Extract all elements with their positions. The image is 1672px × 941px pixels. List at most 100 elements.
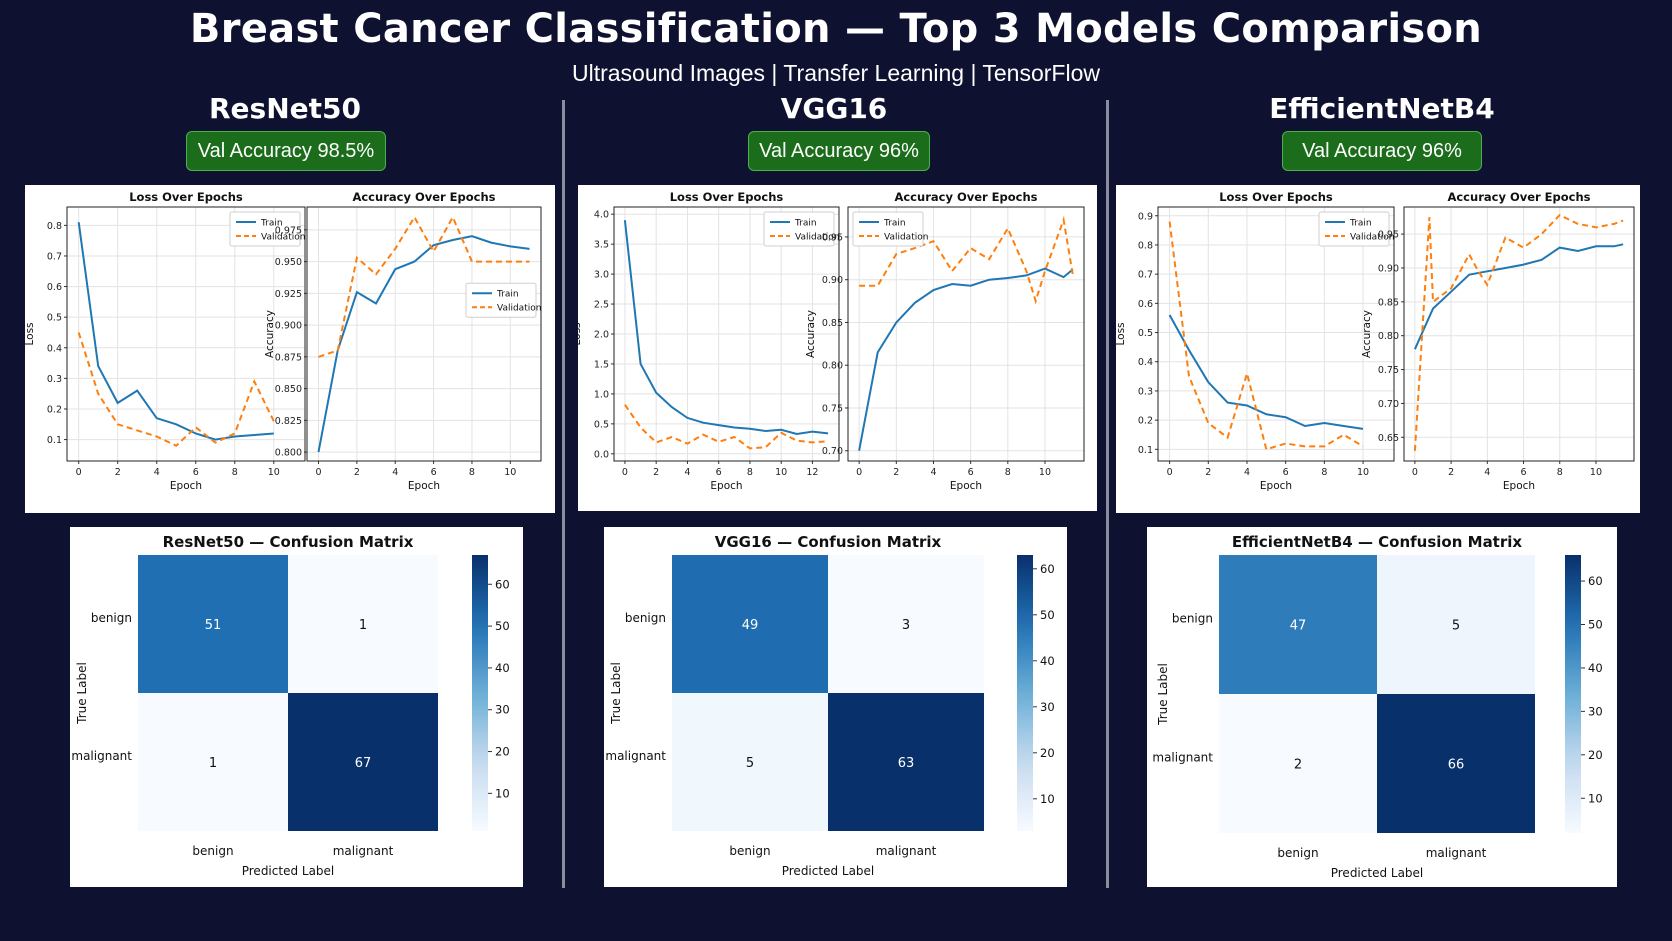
series-line-validation <box>859 215 1074 305</box>
chart-title: Loss Over Epochs <box>1219 190 1333 204</box>
x-tick-label: malignant <box>876 844 937 858</box>
confusion-matrix-efficientnetb4: EfficientNetB4 — Confusion Matrix 47 5 2 66 b… <box>1152 533 1602 880</box>
heatmap-cell-value: 49 <box>742 618 759 633</box>
plot-frame <box>1157 206 1395 462</box>
x-tick-label: 10 <box>775 467 787 478</box>
x-tick-label: 4 <box>930 467 936 478</box>
legend: Train Validation <box>852 211 928 247</box>
y-axis-label: True Label <box>1156 663 1170 726</box>
y-tick-label: 0.5 <box>47 313 62 324</box>
heatmap-cell <box>288 693 438 831</box>
y-tick-label: malignant <box>605 749 666 763</box>
loss-chart-efficientnetb4: Loss Over Epochs 0.1 0.2 0.3 0.4 0.5 0.6 0.7 0.8… <box>1115 190 1635 492</box>
x-tick-label: 0 <box>622 467 628 478</box>
line-chart-accuracy-over-epochs: Accuracy Over Epochs 0.65 0.70 0.75 0.80 0.85… <box>1361 190 1635 492</box>
line-chart-accuracy-over-epochs: Accuracy Over Epochs 0.800 0.825 0.850 0.875… <box>264 190 542 492</box>
x-axis-label: Predicted Label <box>242 864 335 878</box>
x-tick-label: 0 <box>1167 467 1173 478</box>
heatmap-cell-value: 47 <box>1290 619 1307 634</box>
loss-chart-vgg16: Loss Over Epochs 0.0 0.5 1.0 1.5 2.0 2.5 3.0 3.5… <box>571 190 1085 492</box>
legend-box <box>229 211 301 247</box>
x-axis-label: Epoch <box>1503 480 1535 492</box>
heatmap-cell <box>138 693 288 831</box>
x-tick-label: 10 <box>504 467 516 478</box>
x-tick-label: 10 <box>1357 467 1369 478</box>
y-tick-label: 0.5 <box>1138 328 1153 339</box>
x-tick-label: 6 <box>1283 467 1289 478</box>
x-axis-label: Epoch <box>408 480 440 492</box>
y-tick-label: 4.0 <box>594 210 609 221</box>
plot-frame <box>613 206 840 462</box>
y-tick-label: 0.4 <box>1138 357 1153 368</box>
y-tick-label: 0.75 <box>822 403 843 414</box>
x-tick-label: benign <box>729 844 770 858</box>
heatmap-cell-value: 67 <box>355 756 372 771</box>
x-tick-label: 12 <box>806 467 818 478</box>
legend: Train Validation <box>1318 211 1394 247</box>
y-tick-label: 0.6 <box>1138 299 1153 310</box>
x-tick-label: 4 <box>392 467 398 478</box>
y-tick-label: benign <box>1172 612 1213 626</box>
heatmap-cell <box>1219 555 1377 694</box>
y-tick-label: benign <box>625 611 666 625</box>
y-tick-label: 0.5 <box>594 419 609 430</box>
column-divider-right <box>1106 100 1109 888</box>
colorbar-tick-label: 60 <box>1040 562 1055 576</box>
y-tick-label: 0.1 <box>47 435 62 446</box>
y-axis-label: True Label <box>609 662 623 725</box>
loss-chart-resnet50: Loss Over Epochs 0.1 0.2 0.3 0.4 0.5 0.6 0.7 0.8… <box>24 190 542 492</box>
y-tick-label: 0.75 <box>1378 365 1399 376</box>
x-tick-label: 10 <box>1590 467 1602 478</box>
series-line-validation <box>77 332 275 447</box>
heatmap-cell <box>672 693 828 831</box>
y-tick-label: benign <box>91 611 132 625</box>
x-tick-label: 2 <box>115 467 121 478</box>
heatmap-cell-value: 63 <box>898 756 915 771</box>
val-accuracy-badge-resnet50: Val Accuracy 98.5% <box>186 131 386 171</box>
heatmap-cell-value: 5 <box>1452 619 1460 634</box>
x-tick-label: 8 <box>1557 467 1563 478</box>
y-axis-label: Loss <box>25 322 36 345</box>
series-line-validation <box>1168 221 1364 451</box>
colorbar-tick-label: 40 <box>1040 654 1055 668</box>
y-tick-label: 1.0 <box>594 389 609 400</box>
x-tick-label: 8 <box>469 467 475 478</box>
legend-label-train: Train <box>496 290 519 300</box>
y-tick-label: 0.3 <box>47 374 62 385</box>
model-name-resnet50: ResNet50 <box>209 92 361 125</box>
x-axis-label: Epoch <box>710 480 742 492</box>
colorbar-tick-label: 30 <box>1040 700 1055 714</box>
heatmap-title: EfficientNetB4 — Confusion Matrix <box>1232 533 1522 551</box>
chart-title: Loss Over Epochs <box>129 190 243 204</box>
training-curves-panel-resnet50: Loss Over Epochs 0.1 0.2 0.3 0.4 0.5 0.6 0.7 0.8… <box>24 185 555 513</box>
y-tick-label: 0.825 <box>275 416 302 427</box>
legend-label-train: Train <box>1349 219 1372 229</box>
x-tick-label: 2 <box>1205 467 1211 478</box>
heatmap-cell <box>828 555 984 693</box>
heatmap-cell <box>828 693 984 831</box>
legend-label-validation: Validation <box>795 233 839 243</box>
legend-label-train: Train <box>794 219 817 229</box>
x-tick-label: 10 <box>1039 467 1051 478</box>
y-tick-label: 0.70 <box>1378 399 1399 410</box>
heatmap-chart: VGG16 — Confusion Matrix 49 3 5 63 benign beni… <box>605 533 1054 878</box>
series-line-train <box>1413 243 1624 350</box>
val-accuracy-badge-efficientnetb4: Val Accuracy 96% <box>1282 131 1482 171</box>
colorbar-tick-label: 20 <box>495 745 510 759</box>
confusion-matrix-panel-vgg16: VGG16 — Confusion Matrix 49 3 5 63 benign beni… <box>604 527 1067 887</box>
series-line-train <box>77 222 274 441</box>
y-tick-label: 0.1 <box>1138 445 1153 456</box>
colorbar-tick-label: 50 <box>495 619 510 633</box>
y-axis-label: Loss <box>578 322 583 345</box>
line-chart-loss-over-epochs: Loss Over Epochs 0.0 0.5 1.0 1.5 2.0 2.5 3.0 3.5… <box>571 190 840 492</box>
y-tick-label: 0.9 <box>1138 211 1153 222</box>
x-tick-label: 0 <box>76 467 82 478</box>
y-tick-label: 0.925 <box>275 289 302 300</box>
y-tick-label: 0.80 <box>1378 331 1399 342</box>
y-tick-label: 0.90 <box>1378 263 1399 274</box>
heatmap-cell <box>138 555 288 693</box>
x-tick-label: 8 <box>1005 467 1011 478</box>
line-chart-loss-over-epochs: Loss Over Epochs 0.1 0.2 0.3 0.4 0.5 0.6 0.7 0.8… <box>1115 190 1395 492</box>
colorbar <box>472 555 488 831</box>
y-tick-label: 0.900 <box>275 321 302 332</box>
